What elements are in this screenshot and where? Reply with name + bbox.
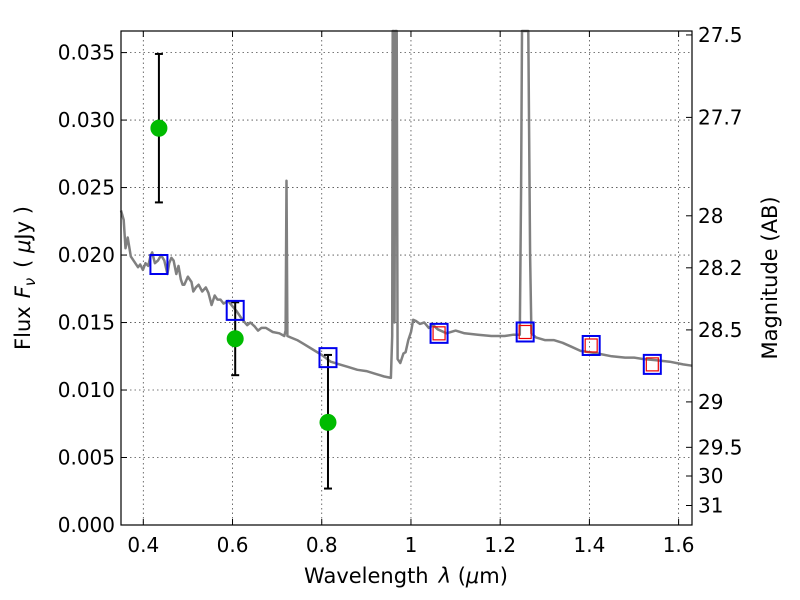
y2-axis-label: Magnitude (AB) xyxy=(758,196,782,359)
x-tick-label: 0.4 xyxy=(127,533,159,557)
model-square xyxy=(429,322,449,344)
y2-tick-label: 31 xyxy=(698,493,723,517)
observed-point xyxy=(150,119,168,137)
model-square xyxy=(581,334,601,356)
y-axis-label: FluxFν( μJy ) xyxy=(11,206,39,350)
model-inner-square xyxy=(584,338,598,353)
y2-tick-label: 28.5 xyxy=(698,318,743,342)
model-square xyxy=(318,347,338,369)
model-inner-square xyxy=(518,324,532,340)
x-tick-label: 1 xyxy=(405,533,418,557)
error-bars xyxy=(154,52,332,490)
y2-tick-label: 29.5 xyxy=(698,435,743,459)
spectrum-line xyxy=(119,29,693,380)
y2-tick-label: 28.2 xyxy=(698,256,743,280)
model-square xyxy=(642,353,662,375)
x-tick-label: 0.6 xyxy=(217,533,249,557)
y-tick-label: 0.035 xyxy=(58,41,115,65)
y-tick-label: 0.015 xyxy=(58,311,115,335)
observed-point xyxy=(319,413,337,431)
model-inner-square xyxy=(645,357,659,372)
model-inner-square xyxy=(432,326,446,341)
y-tick-label: 0.000 xyxy=(58,513,115,537)
y-tick-label: 0.010 xyxy=(58,378,115,402)
grid-lines xyxy=(121,31,692,526)
y2-tick-label: 30 xyxy=(698,464,723,488)
model-square xyxy=(225,299,245,321)
y2-tick-label: 28 xyxy=(698,204,723,228)
data-markers xyxy=(149,119,662,431)
plot-frame xyxy=(120,30,693,526)
y-tick-label: 0.020 xyxy=(58,243,115,267)
model-spectrum xyxy=(119,29,693,380)
x-tick-label: 0.8 xyxy=(306,533,338,557)
x-axis-label: Wavelength λ (μm) xyxy=(304,564,508,588)
y-tick-label: 0.005 xyxy=(58,446,115,470)
y2-tick-label: 27.5 xyxy=(698,23,743,47)
y2-tick-label: 29 xyxy=(698,390,723,414)
y-tick-label: 0.030 xyxy=(58,108,115,132)
x-tick-label: 1.2 xyxy=(484,533,516,557)
model-square xyxy=(515,321,535,343)
y-tick-label: 0.025 xyxy=(58,176,115,200)
axis-ticks: 0.4 0.6 0.8 1 1.2 1.4 1.6 0.000 0.005 0.010 0.015 0… xyxy=(58,23,743,557)
x-tick-label: 1.6 xyxy=(663,533,695,557)
y2-tick-label: 27.7 xyxy=(698,105,743,129)
observed-point xyxy=(226,330,244,348)
x-tick-label: 1.4 xyxy=(573,533,605,557)
model-square xyxy=(149,254,169,276)
